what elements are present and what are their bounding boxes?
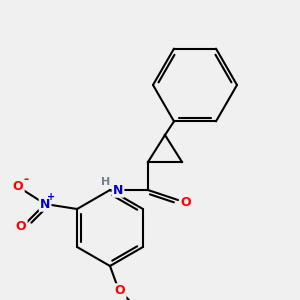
Text: N: N xyxy=(40,197,50,211)
Text: O: O xyxy=(181,196,191,208)
Text: -: - xyxy=(23,173,29,187)
Text: O: O xyxy=(115,284,125,298)
Text: H: H xyxy=(101,177,111,187)
Text: +: + xyxy=(47,192,55,202)
Text: O: O xyxy=(13,181,23,194)
Text: N: N xyxy=(113,184,123,196)
Text: O: O xyxy=(16,220,26,233)
